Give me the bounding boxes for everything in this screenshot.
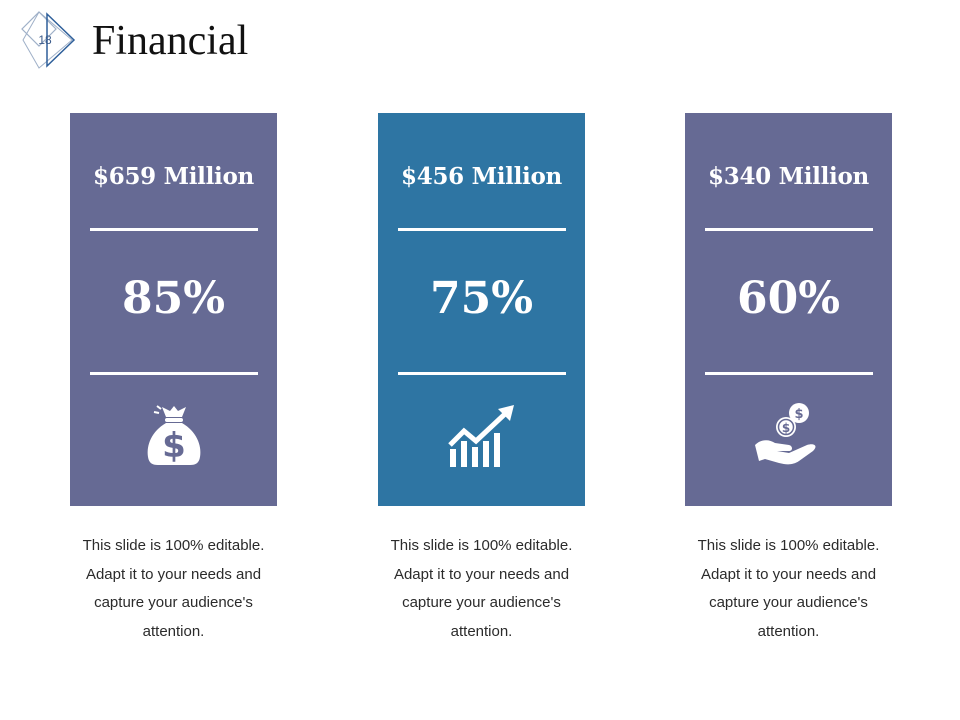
svg-text:$: $ [782,421,790,435]
card-percent: 75% [429,273,534,324]
card-amount: $659 Million [93,163,254,190]
slide-number: 18 [38,33,52,47]
card-caption: This slide is 100% editable. Adapt it to… [82,537,265,640]
card-divider [398,372,566,375]
money-bag-icon: $ [147,405,201,466]
stat-card-3: $340 Million 60% $ $ [685,113,892,506]
card-divider [705,372,873,375]
card-divider [90,372,258,375]
card-percent: 85% [121,273,226,324]
hand-coins-icon: $ $ [755,403,816,465]
card-divider [705,228,873,231]
stat-card-2: $456 Million 75% [378,113,585,506]
card-caption: This slide is 100% editable. Adapt it to… [697,537,880,640]
card-caption: This slide is 100% editable. Adapt it to… [390,537,573,640]
stat-card-1: $659 Million 85% $ [70,113,277,506]
slide-number-badge: 18 [20,10,80,72]
diamond-badge-icon [21,11,76,69]
card-percent: 60% [736,273,841,324]
svg-text:$: $ [794,407,803,422]
slide-title: Financial [92,18,249,64]
svg-text:$: $ [162,426,186,466]
growth-chart-icon [448,405,514,467]
card-amount: $340 Million [708,163,869,190]
card-divider [90,228,258,231]
card-divider [398,228,566,231]
card-amount: $456 Million [401,163,562,190]
